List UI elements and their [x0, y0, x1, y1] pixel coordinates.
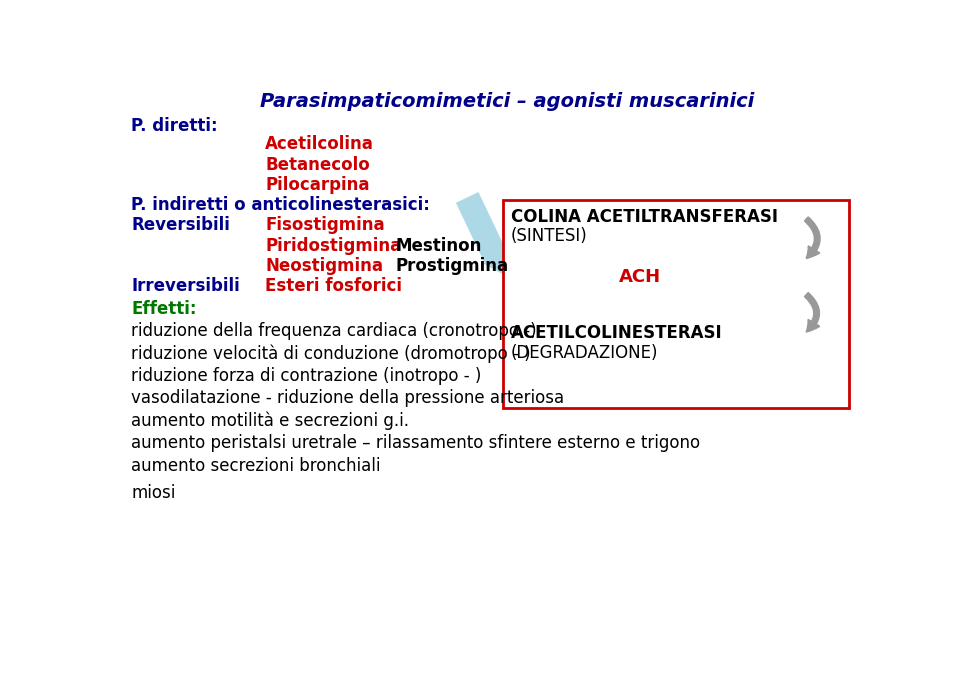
Text: ACETILCOLINESTERASI: ACETILCOLINESTERASI — [511, 325, 722, 343]
Text: riduzione velocità di conduzione (dromotropo - ): riduzione velocità di conduzione (dromot… — [132, 345, 531, 363]
Text: Effetti:: Effetti: — [132, 300, 197, 318]
Text: Betanecolo: Betanecolo — [265, 156, 370, 174]
Text: miosi: miosi — [132, 484, 176, 502]
Text: P. indiretti o anticolinesterasici:: P. indiretti o anticolinesterasici: — [132, 196, 430, 214]
Text: (DEGRADAZIONE): (DEGRADAZIONE) — [511, 344, 659, 362]
Text: ACH: ACH — [618, 268, 660, 286]
Text: aumento secrezioni bronchiali: aumento secrezioni bronchiali — [132, 457, 381, 475]
Text: Acetilcolina: Acetilcolina — [265, 136, 374, 154]
Text: P. diretti:: P. diretti: — [132, 117, 218, 135]
FancyBboxPatch shape — [503, 200, 849, 408]
Text: riduzione della frequenza cardiaca (cronotropo -): riduzione della frequenza cardiaca (cron… — [132, 322, 537, 340]
Text: Reversibili: Reversibili — [132, 217, 230, 235]
Text: Mestinon: Mestinon — [396, 237, 482, 255]
Text: vasodilatazione - riduzione della pressione arteriosa: vasodilatazione - riduzione della pressi… — [132, 390, 564, 408]
Text: Piridostigmina: Piridostigmina — [265, 237, 401, 255]
Text: riduzione forza di contrazione (inotropo - ): riduzione forza di contrazione (inotropo… — [132, 367, 482, 385]
Text: Parasimpaticomimetici – agonisti muscarinici: Parasimpaticomimetici – agonisti muscari… — [260, 92, 754, 111]
Text: Neostigmina: Neostigmina — [265, 257, 383, 275]
Text: (SINTESI): (SINTESI) — [511, 228, 588, 246]
FancyArrowPatch shape — [804, 217, 820, 258]
Text: aumento motilità e secrezioni g.i.: aumento motilità e secrezioni g.i. — [132, 412, 409, 430]
Text: Fisostigmina: Fisostigmina — [265, 217, 385, 235]
FancyArrowPatch shape — [456, 192, 509, 275]
Text: Pilocarpina: Pilocarpina — [265, 176, 370, 194]
Text: COLINA ACETILTRANSFERASI: COLINA ACETILTRANSFERASI — [511, 208, 778, 226]
Text: Irreversibili: Irreversibili — [132, 277, 240, 295]
Text: aumento peristalsi uretrale – rilassamento sfintere esterno e trigono: aumento peristalsi uretrale – rilassamen… — [132, 435, 700, 453]
Text: Esteri fosforici: Esteri fosforici — [265, 277, 402, 295]
Text: Prostigmina: Prostigmina — [396, 257, 509, 275]
FancyArrowPatch shape — [804, 293, 819, 331]
